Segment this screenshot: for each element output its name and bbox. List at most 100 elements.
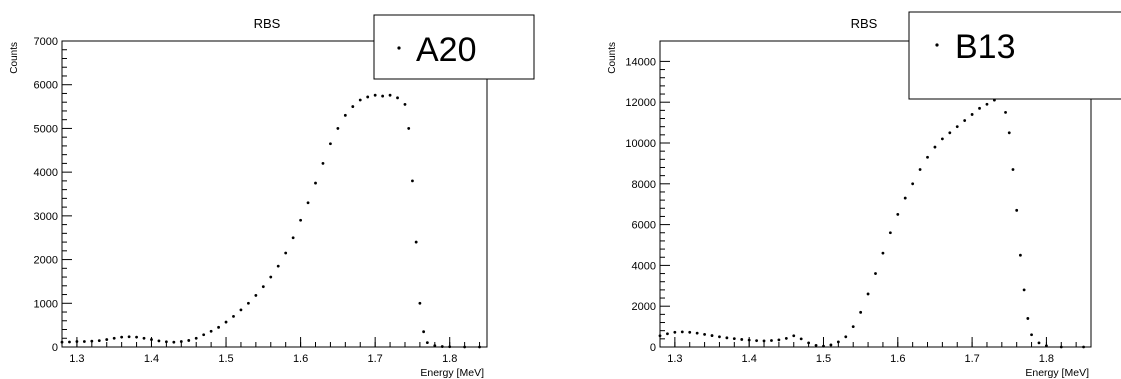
data-point (329, 142, 332, 146)
data-point (358, 98, 362, 102)
x-tick-label: 1.4 (144, 353, 159, 365)
plot-frame (659, 40, 1092, 348)
x-tick-label: 1.3 (667, 353, 682, 365)
y-tick-label: 1000 (34, 298, 58, 310)
data-point (425, 341, 429, 345)
data-point (829, 343, 833, 347)
x-axis-label: Energy [MeV] (1025, 367, 1089, 379)
legend-marker (935, 43, 939, 47)
data-point (859, 310, 863, 314)
data-point (725, 336, 729, 340)
data-point (762, 339, 766, 343)
data-point (217, 325, 220, 329)
data-point (688, 330, 692, 334)
data-point (703, 332, 706, 336)
legend-box (373, 14, 535, 80)
data-point (75, 340, 79, 343)
y-tick-label: 7000 (34, 36, 58, 48)
y-tick-label: 0 (52, 342, 58, 354)
data-point (414, 240, 418, 244)
data-point (903, 196, 907, 200)
data-point (284, 251, 288, 255)
data-point (799, 337, 803, 341)
data-point (194, 336, 198, 340)
data-point (463, 345, 467, 349)
data-point (866, 292, 870, 296)
data-point (792, 334, 796, 338)
data-point (127, 335, 131, 339)
data-point (120, 335, 124, 339)
data-point (666, 332, 669, 336)
y-axis: 0 1000 2000 3000 4000 5000 6000 7000 (34, 36, 72, 354)
legend-label-b13: B13 (955, 28, 1016, 66)
data-point (1059, 345, 1063, 349)
data-point (851, 325, 855, 328)
y-tick-label: 3000 (34, 211, 58, 223)
data-point (232, 315, 235, 318)
x-tick-label: 1.7 (368, 353, 383, 365)
data-point (209, 329, 213, 333)
data-point (777, 338, 781, 342)
data-point (718, 335, 721, 339)
data-point (836, 340, 840, 344)
y-tick-label: 0 (650, 342, 656, 354)
data-point (440, 345, 444, 348)
data-point (732, 337, 736, 341)
y-tick-label: 8000 (632, 179, 656, 191)
data-point (269, 275, 273, 279)
data-points (658, 96, 1085, 349)
data-point (680, 330, 684, 334)
y-axis: 0 2000 4000 6000 8000 10000 12000 14000 (625, 56, 670, 354)
data-point (970, 113, 974, 116)
x-tick-label: 1.3 (69, 353, 84, 365)
y-tick-label: 6000 (632, 220, 656, 232)
x-tick-label: 1.4 (742, 353, 757, 365)
data-point (172, 340, 176, 344)
data-point (276, 264, 280, 268)
data-point (187, 339, 191, 342)
data-point (948, 131, 952, 135)
y-tick-label: 10000 (625, 138, 656, 150)
x-tick-label: 1.6 (293, 353, 308, 365)
data-point (770, 339, 773, 342)
chart-title: RBS (254, 16, 281, 31)
data-points (60, 93, 481, 349)
data-point (940, 137, 944, 141)
chart-panel-a20: RBS 1.3 1.4 1.5 1.6 1.7 1.8 0 1000 2000 3000 4000… (9, 14, 535, 379)
y-tick-label: 5000 (34, 123, 58, 135)
data-point (261, 285, 265, 289)
data-point (1022, 288, 1026, 292)
data-point (381, 94, 385, 98)
data-point (388, 93, 392, 97)
data-point (1037, 341, 1041, 345)
y-tick-label: 12000 (625, 97, 656, 109)
chart-panel-b13: RBS 1.3 1.4 1.5 1.6 1.7 1.8 0 2000 4000 6000 8000… (607, 11, 1121, 379)
y-tick-label: 2000 (34, 255, 58, 267)
data-point (658, 334, 662, 338)
data-point (807, 341, 811, 345)
data-point (478, 345, 481, 349)
data-point (911, 182, 915, 186)
y-tick-label: 2000 (632, 301, 656, 313)
data-point (710, 334, 714, 337)
data-point (888, 231, 892, 235)
y-tick-label: 14000 (625, 56, 656, 68)
x-tick-label: 1.6 (890, 353, 905, 365)
data-point (985, 102, 989, 106)
data-point (366, 95, 370, 99)
y-tick-label: 4000 (34, 167, 58, 179)
data-point (1026, 317, 1030, 320)
plot-frame (61, 40, 488, 348)
data-point (740, 338, 744, 341)
x-tick-label: 1.8 (1039, 353, 1054, 365)
data-point (247, 301, 250, 305)
data-point (822, 344, 825, 348)
legend-label-a20: A20 (416, 31, 477, 69)
data-point (673, 330, 677, 334)
data-point (844, 335, 848, 339)
data-point (299, 218, 302, 222)
y-axis-label: Counts (607, 42, 618, 74)
data-point (135, 335, 138, 339)
data-point (978, 106, 981, 110)
